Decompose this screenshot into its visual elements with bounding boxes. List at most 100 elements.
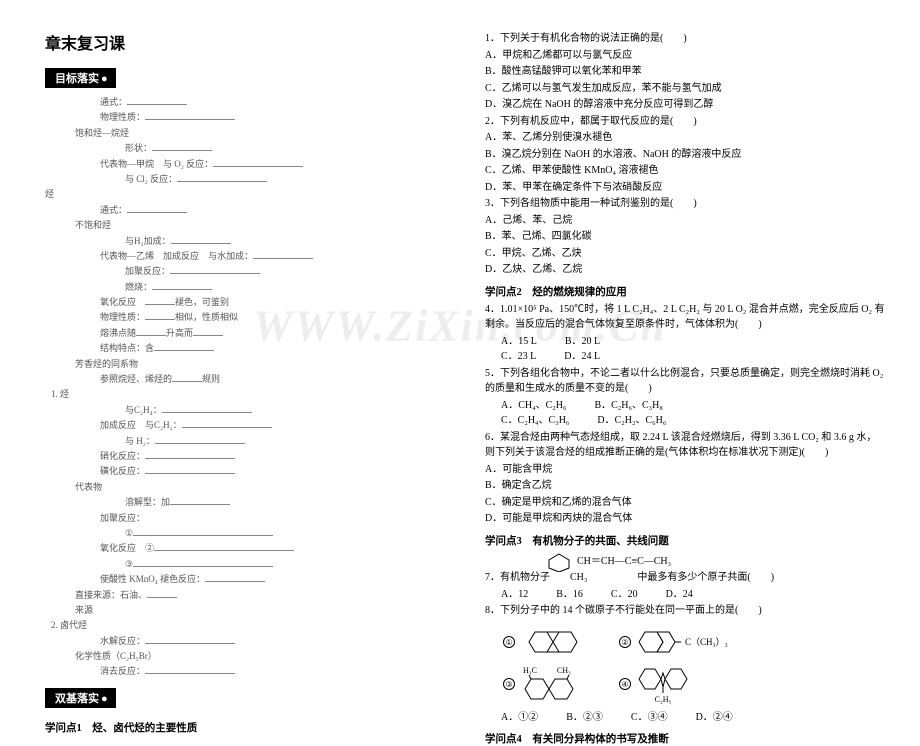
tree-lbl: 加聚反应： xyxy=(100,513,145,523)
concept-tree: 通式： 物理性质： 饱和烃—烷烃 形状： 代表物—甲烷 与 O₂ 反应： 与 C… xyxy=(45,95,435,679)
q6-a: A．可能含甲烷 xyxy=(485,462,885,478)
tree-lbl: 烃 xyxy=(45,189,54,199)
tree-lbl: 与 Cl₂ 反应： xyxy=(125,174,177,184)
q5-stem: 5．下列各组化合物中，不论二者以什么比例混合，只要总质量确定，则完全燃烧时消耗 … xyxy=(485,366,885,397)
tree-lbl: 形状： xyxy=(125,143,152,153)
tree-lbl: 氧化反应 xyxy=(100,543,136,553)
q7-b: B．16 xyxy=(556,587,583,603)
tree-lbl: 饱和烃—烷烃 xyxy=(75,128,129,138)
q4-a: A．15 L xyxy=(501,334,537,350)
q8-label-2: ② xyxy=(619,636,631,648)
tree-lbl: 甲烷 xyxy=(136,159,154,169)
q1-b: B．酸性高锰酸钾可以氧化苯和甲苯 xyxy=(485,64,885,80)
q4-d: D．24 L xyxy=(564,349,600,365)
tree-lbl: 乙烯 xyxy=(136,251,154,261)
q3-b: B．苯、己烯、四氯化碳 xyxy=(485,229,885,245)
q7-stem: 7．有机物分子 CH₃ 中最多有多少个原子共面( ) xyxy=(485,570,885,586)
tree-lbl: 通式： xyxy=(100,97,127,107)
q2-stem: 2．下列有机反应中，都属于取代反应的是( ) xyxy=(485,114,885,130)
tree-lbl: 相似，性质相似 xyxy=(175,312,238,322)
q8-label-1: ① xyxy=(503,636,515,648)
tree-lbl: 化学性质（C₂H₅Br） xyxy=(75,651,157,661)
section-basics: 双基落实 xyxy=(45,688,116,708)
q4-stem: 4．1.01×10⁵ Pa、150℃时，将 1 L C₂H₄、2 L C₂H₂ … xyxy=(485,302,885,333)
q5-d: D．C₂H₂、C₆H₆ xyxy=(597,413,666,429)
q4-b: B．20 L xyxy=(565,334,600,350)
structure-icon xyxy=(519,675,579,703)
tree-lbl: 燃烧： xyxy=(125,282,152,292)
tree-lbl: 代表物 xyxy=(100,159,127,169)
q7-d: D．24 xyxy=(666,587,693,603)
tree-lbl: 磺化反应： xyxy=(100,466,145,476)
section-goals: 目标落实 xyxy=(45,68,116,88)
q6-c: C．确定是甲烷和乙烯的混合气体 xyxy=(485,495,885,511)
q8-structures-row1: ① ② C（CH₃）₃ xyxy=(503,625,885,659)
tree-lbl: 参照烷烃、烯烃的 xyxy=(100,374,172,384)
q2-c: C．乙烯、甲苯使酸性 KMnO₄ 溶液褪色 xyxy=(485,163,885,179)
structure-icon xyxy=(635,627,681,657)
q7-c: C．20 xyxy=(611,587,638,603)
tree-lbl: ③ xyxy=(125,559,133,569)
q7-a: A．12 xyxy=(501,587,528,603)
tree-lbl: ① xyxy=(125,528,133,538)
q2-a: A．苯、乙烯分别使溴水褪色 xyxy=(485,130,885,146)
q5-b: B．C₂H₆、C₃H₈ xyxy=(594,398,662,414)
q8-ch3-l: H₃C xyxy=(523,666,537,675)
tree-lbl: 规则 xyxy=(202,374,220,384)
tree-lbl: 代表物 xyxy=(75,482,102,492)
tree-lbl: 褪色，可鉴别 xyxy=(175,297,229,307)
tree-lbl: 与水加成： xyxy=(208,251,253,261)
tree-lbl: 物理性质： xyxy=(100,112,145,122)
tree-lbl: 直接来源：石油、 xyxy=(75,590,147,600)
q8-ch3-r: CH₃ xyxy=(557,666,571,675)
tree-lbl: 硝化反应： xyxy=(100,451,145,461)
q3-c: C．甲烷、乙烯、乙炔 xyxy=(485,246,885,262)
tree-lbl: 与H₂加成： xyxy=(125,236,171,246)
tree-lbl: 加成反应 xyxy=(100,420,136,430)
tree-lbl: 与 O₂ 反应： xyxy=(163,159,213,169)
knowledge-point-4: 学问点4 有关同分异构体的书写及推断 xyxy=(485,731,885,746)
q8-sub: C（CH₃）₃ xyxy=(685,635,728,648)
structure-icon xyxy=(635,665,691,695)
q7-formula-text: CH＝CH—C≡C—CH₃ xyxy=(485,554,885,570)
q8-b: B．②③ xyxy=(566,710,603,726)
q2-d: D．苯、甲苯在确定条件下与浓硝酸反应 xyxy=(485,180,885,196)
q6-stem: 6．某混合烃由两种气态烃组成，取 2.24 L 该混合烃燃烧后，得到 3.36 … xyxy=(485,430,885,461)
q3-stem: 3．下列各组物质中能用一种试剂鉴别的是( ) xyxy=(485,196,885,212)
q6-b: B．确定含乙烷 xyxy=(485,478,885,494)
q8-c: C．③④ xyxy=(631,710,668,726)
tree-lbl: 使酸性 KMnO₄ 褪色反应： xyxy=(100,574,205,584)
q3-a: A．己烯、苯、己烷 xyxy=(485,213,885,229)
tree-lbl: 加聚反应 xyxy=(125,266,161,276)
structure-icon xyxy=(519,625,579,659)
knowledge-point-1: 学问点1 烃、卤代烃的主要性质 xyxy=(45,720,435,735)
q8-structures-row2: ③ H₃C CH₃ ④ xyxy=(503,665,885,704)
tree-lbl: 代表物 xyxy=(100,251,127,261)
q2-b: B．溴乙烷分别在 NaOH 的水溶液、NaOH 的醇溶液中反应 xyxy=(485,147,885,163)
q8-a: A．①② xyxy=(501,710,538,726)
tree-lbl: 水解反应： xyxy=(100,636,145,646)
q8-d: D．②④ xyxy=(696,710,733,726)
tree-lbl: 升高而 xyxy=(166,328,193,338)
tree-lbl: 来源 xyxy=(75,605,93,615)
q8-c2h5: C₂H₅ xyxy=(635,695,691,704)
q3-d: D．乙炔、乙烯、乙烷 xyxy=(485,262,885,278)
tree-lbl: 与 H₂ xyxy=(125,436,146,446)
tree-lbl: 通式： xyxy=(100,205,127,215)
tree-lbl: 不饱和烃 xyxy=(75,220,111,230)
tree-lbl: 卤代烃 xyxy=(60,620,87,630)
tree-lbl: 消去反应： xyxy=(100,666,145,676)
tree-lbl: 结构特点：含 xyxy=(100,343,154,353)
tree-lbl: ② xyxy=(145,543,154,553)
q5-c: C．C₂H₄、C₃H₆ xyxy=(501,413,569,429)
tree-lbl: 氧化反应 xyxy=(100,297,136,307)
q1-d: D．溴乙烷在 NaOH 的醇溶液中充分反应可得到乙醇 xyxy=(485,97,885,113)
tree-lbl: 物理性质： xyxy=(100,312,145,322)
q8-stem: 8．下列分子中的 14 个碳原子不行能处在同一平面上的是( ) xyxy=(485,603,885,619)
q5-a: A．CH₄、C₂H₆ xyxy=(501,398,566,414)
q4-c: C．23 L xyxy=(501,349,536,365)
knowledge-point-3: 学问点3 有机物分子的共面、共线问题 xyxy=(485,533,885,548)
q1-a: A．甲烷和乙烯都可以与氯气反应 xyxy=(485,48,885,64)
tree-lbl: 溶解型：加 xyxy=(125,497,170,507)
q8-label-3: ③ xyxy=(503,678,515,690)
